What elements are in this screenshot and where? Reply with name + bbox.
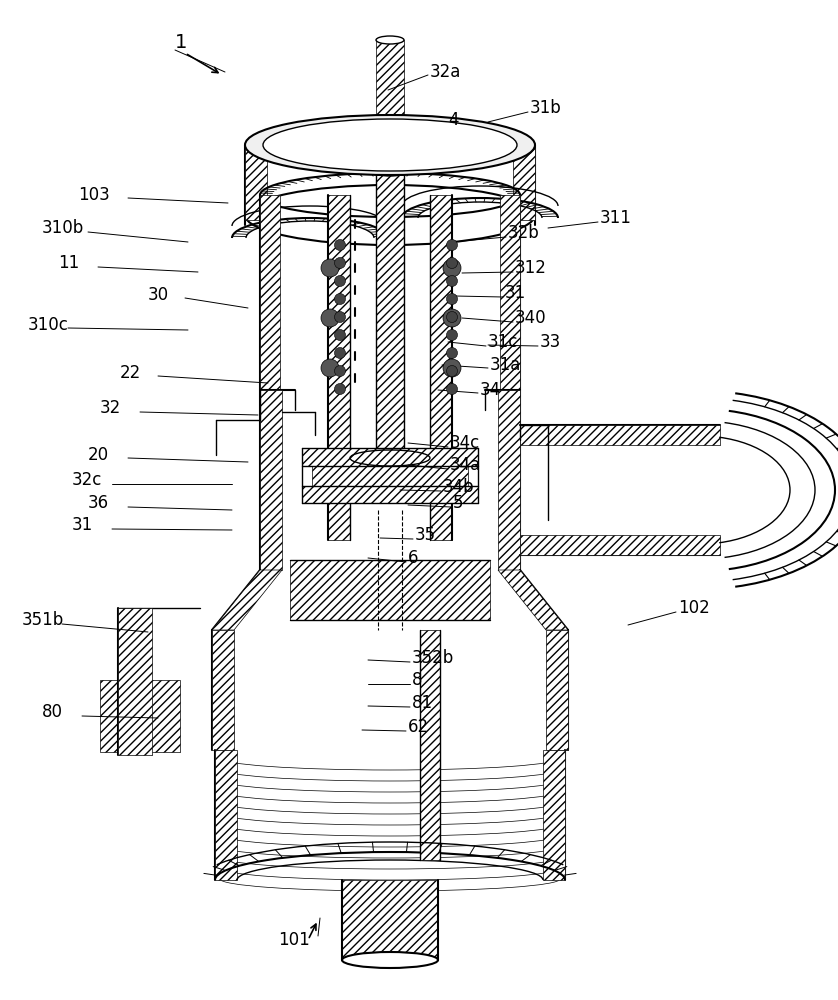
Circle shape [447, 239, 458, 250]
Polygon shape [260, 195, 280, 390]
Text: 22: 22 [120, 364, 142, 382]
Text: 31: 31 [72, 516, 93, 534]
Circle shape [447, 365, 458, 376]
Polygon shape [260, 390, 282, 570]
Circle shape [334, 239, 345, 250]
Text: 32b: 32b [508, 224, 540, 242]
Circle shape [321, 309, 339, 327]
Text: 32c: 32c [72, 471, 102, 489]
Polygon shape [520, 535, 720, 555]
Text: 80: 80 [42, 703, 63, 721]
Text: 101: 101 [278, 931, 310, 949]
Polygon shape [500, 195, 520, 390]
Polygon shape [100, 680, 180, 752]
Circle shape [447, 275, 458, 286]
Circle shape [334, 275, 345, 286]
Text: 34c: 34c [450, 434, 480, 452]
Polygon shape [546, 630, 568, 750]
Ellipse shape [245, 115, 535, 175]
Polygon shape [212, 570, 282, 630]
Text: 31: 31 [505, 284, 526, 302]
Text: 102: 102 [678, 599, 710, 617]
Polygon shape [543, 750, 565, 880]
Text: 1: 1 [175, 32, 188, 51]
Ellipse shape [376, 36, 404, 44]
Polygon shape [215, 750, 237, 880]
Circle shape [334, 312, 345, 322]
Ellipse shape [245, 185, 535, 245]
Circle shape [321, 259, 339, 277]
Circle shape [447, 348, 458, 359]
Circle shape [443, 309, 461, 327]
Polygon shape [312, 466, 468, 486]
Text: 11: 11 [58, 254, 80, 272]
Polygon shape [302, 486, 478, 503]
Text: 62: 62 [408, 718, 429, 736]
Polygon shape [376, 175, 404, 490]
Ellipse shape [376, 170, 404, 176]
Polygon shape [342, 880, 438, 960]
Text: 312: 312 [515, 259, 547, 277]
Circle shape [447, 312, 458, 322]
Polygon shape [118, 608, 152, 755]
Polygon shape [430, 195, 452, 540]
Polygon shape [328, 195, 350, 540]
Polygon shape [245, 145, 267, 220]
Text: 20: 20 [88, 446, 109, 464]
Polygon shape [498, 390, 520, 570]
Polygon shape [376, 40, 404, 175]
Text: 31a: 31a [490, 356, 521, 374]
Text: 30: 30 [148, 286, 169, 304]
Text: 34b: 34b [443, 478, 474, 496]
Text: 5: 5 [453, 494, 463, 512]
Text: 340: 340 [515, 309, 546, 327]
Ellipse shape [263, 119, 517, 171]
Circle shape [447, 330, 458, 340]
Text: 351b: 351b [22, 611, 65, 629]
Text: 36: 36 [88, 494, 109, 512]
Text: 81: 81 [412, 694, 433, 712]
Text: 6: 6 [408, 549, 418, 567]
Polygon shape [212, 630, 234, 750]
Text: 31c: 31c [488, 333, 519, 351]
Text: 33: 33 [540, 333, 561, 351]
Circle shape [334, 383, 345, 394]
Circle shape [447, 294, 458, 304]
Text: 35: 35 [415, 526, 436, 544]
Polygon shape [302, 448, 478, 466]
Circle shape [443, 359, 461, 377]
Text: 103: 103 [78, 186, 110, 204]
Circle shape [334, 294, 345, 304]
Polygon shape [513, 145, 535, 220]
Text: 8: 8 [412, 671, 422, 689]
Text: 31b: 31b [530, 99, 561, 117]
Text: 352b: 352b [412, 649, 454, 667]
Polygon shape [520, 425, 720, 445]
Text: 34: 34 [480, 381, 501, 399]
Text: 311: 311 [600, 209, 632, 227]
Circle shape [447, 383, 458, 394]
Circle shape [334, 330, 345, 340]
Circle shape [443, 259, 461, 277]
Text: 34a: 34a [450, 456, 481, 474]
Text: 310b: 310b [42, 219, 85, 237]
Text: 4: 4 [448, 111, 458, 129]
Circle shape [334, 365, 345, 376]
Text: 32a: 32a [430, 63, 462, 81]
Circle shape [447, 257, 458, 268]
Circle shape [334, 257, 345, 268]
Ellipse shape [342, 952, 438, 968]
Text: 32: 32 [100, 399, 122, 417]
Text: 310c: 310c [28, 316, 69, 334]
Circle shape [321, 359, 339, 377]
Circle shape [334, 348, 345, 359]
Polygon shape [290, 560, 490, 620]
Polygon shape [420, 630, 440, 860]
Polygon shape [498, 570, 568, 630]
